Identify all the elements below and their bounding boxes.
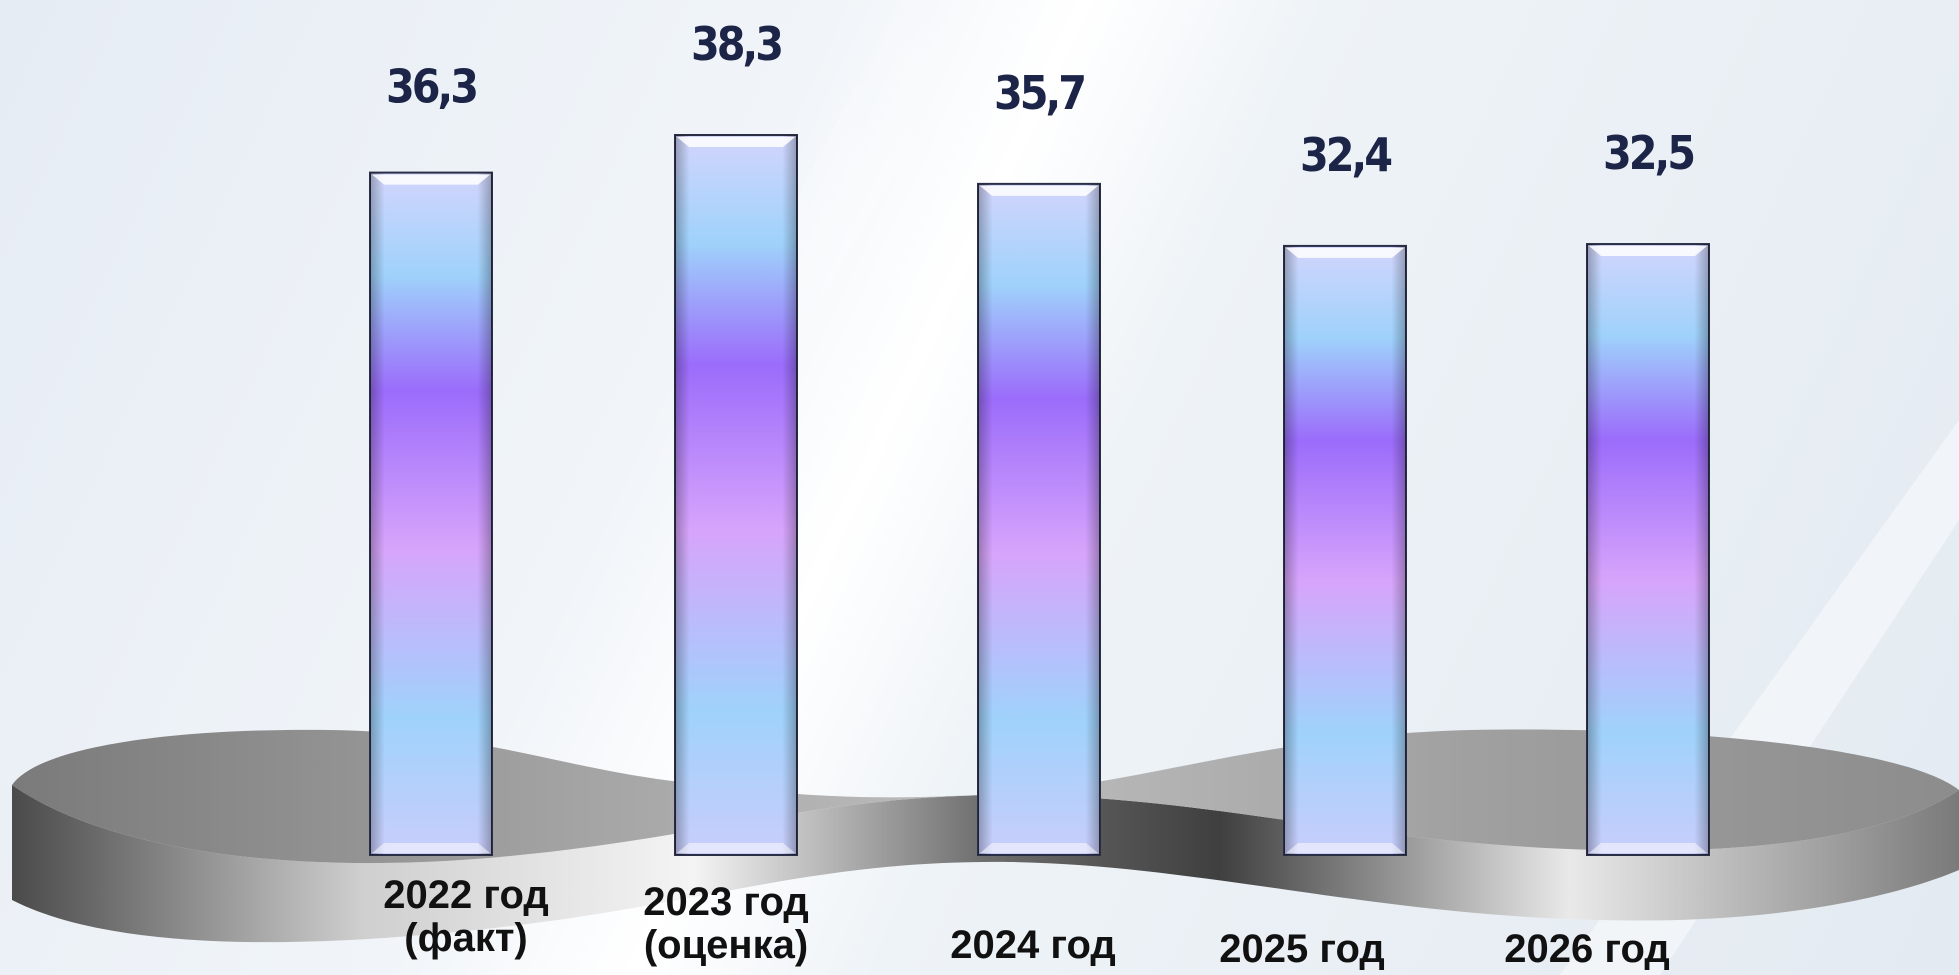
bar-2	[674, 134, 798, 856]
value-label: 32,4	[1300, 128, 1391, 182]
category-label-line: 2022 год	[383, 873, 549, 917]
category-label-line: (факт)	[404, 916, 528, 960]
category-label-line: 2025 год	[1219, 927, 1385, 971]
category-label-line: (оценка)	[644, 923, 808, 967]
category-label-line: 2023 год	[643, 880, 809, 924]
bar-shade	[370, 172, 492, 856]
bar-top-bevel	[980, 185, 1098, 196]
value-label: 32,5	[1603, 126, 1693, 180]
category-label: 2022 год (факт)	[383, 873, 549, 960]
category-label: 2024 год	[950, 923, 1116, 967]
bar-shade	[978, 183, 1100, 855]
bar-top-bevel	[1589, 246, 1707, 257]
chart-platform	[12, 729, 1959, 943]
bar-4	[1283, 244, 1407, 857]
value-label: 36,3	[386, 60, 476, 114]
bar-bottom-bevel	[1589, 843, 1707, 853]
bars-group	[369, 134, 1710, 857]
category-label: 2025 год	[1219, 927, 1385, 971]
bar-bottom-bevel	[980, 843, 1098, 853]
bar-bottom-bevel	[677, 843, 795, 853]
bar-shade	[1284, 245, 1406, 856]
bar-shade	[675, 135, 797, 855]
category-labels-group: 2022 год (факт) 2023 год (оценка) 2024 год 20…	[383, 873, 1670, 971]
category-label: 2026 год	[1504, 927, 1670, 971]
bar-shade	[1587, 244, 1709, 855]
bar-3	[977, 182, 1101, 857]
bar-bottom-bevel	[372, 843, 490, 853]
category-label: 2023 год (оценка)	[643, 880, 809, 967]
bar-top-bevel	[372, 174, 490, 185]
bar-top-bevel	[677, 137, 795, 147]
category-label-line: 2024 год	[950, 923, 1116, 967]
platform-side	[12, 785, 1959, 943]
bar-5	[1586, 243, 1710, 856]
bar-1	[369, 171, 493, 857]
platform-top	[12, 729, 1959, 864]
bar-bottom-bevel	[1286, 843, 1404, 853]
value-label: 38,3	[691, 17, 781, 71]
category-label-line: 2026 год	[1504, 927, 1670, 971]
value-label: 35,7	[994, 66, 1084, 120]
value-labels-group: 36,3 38,3 35,7 32,4 32,5	[386, 17, 1696, 182]
bar-top-bevel	[1286, 247, 1404, 258]
